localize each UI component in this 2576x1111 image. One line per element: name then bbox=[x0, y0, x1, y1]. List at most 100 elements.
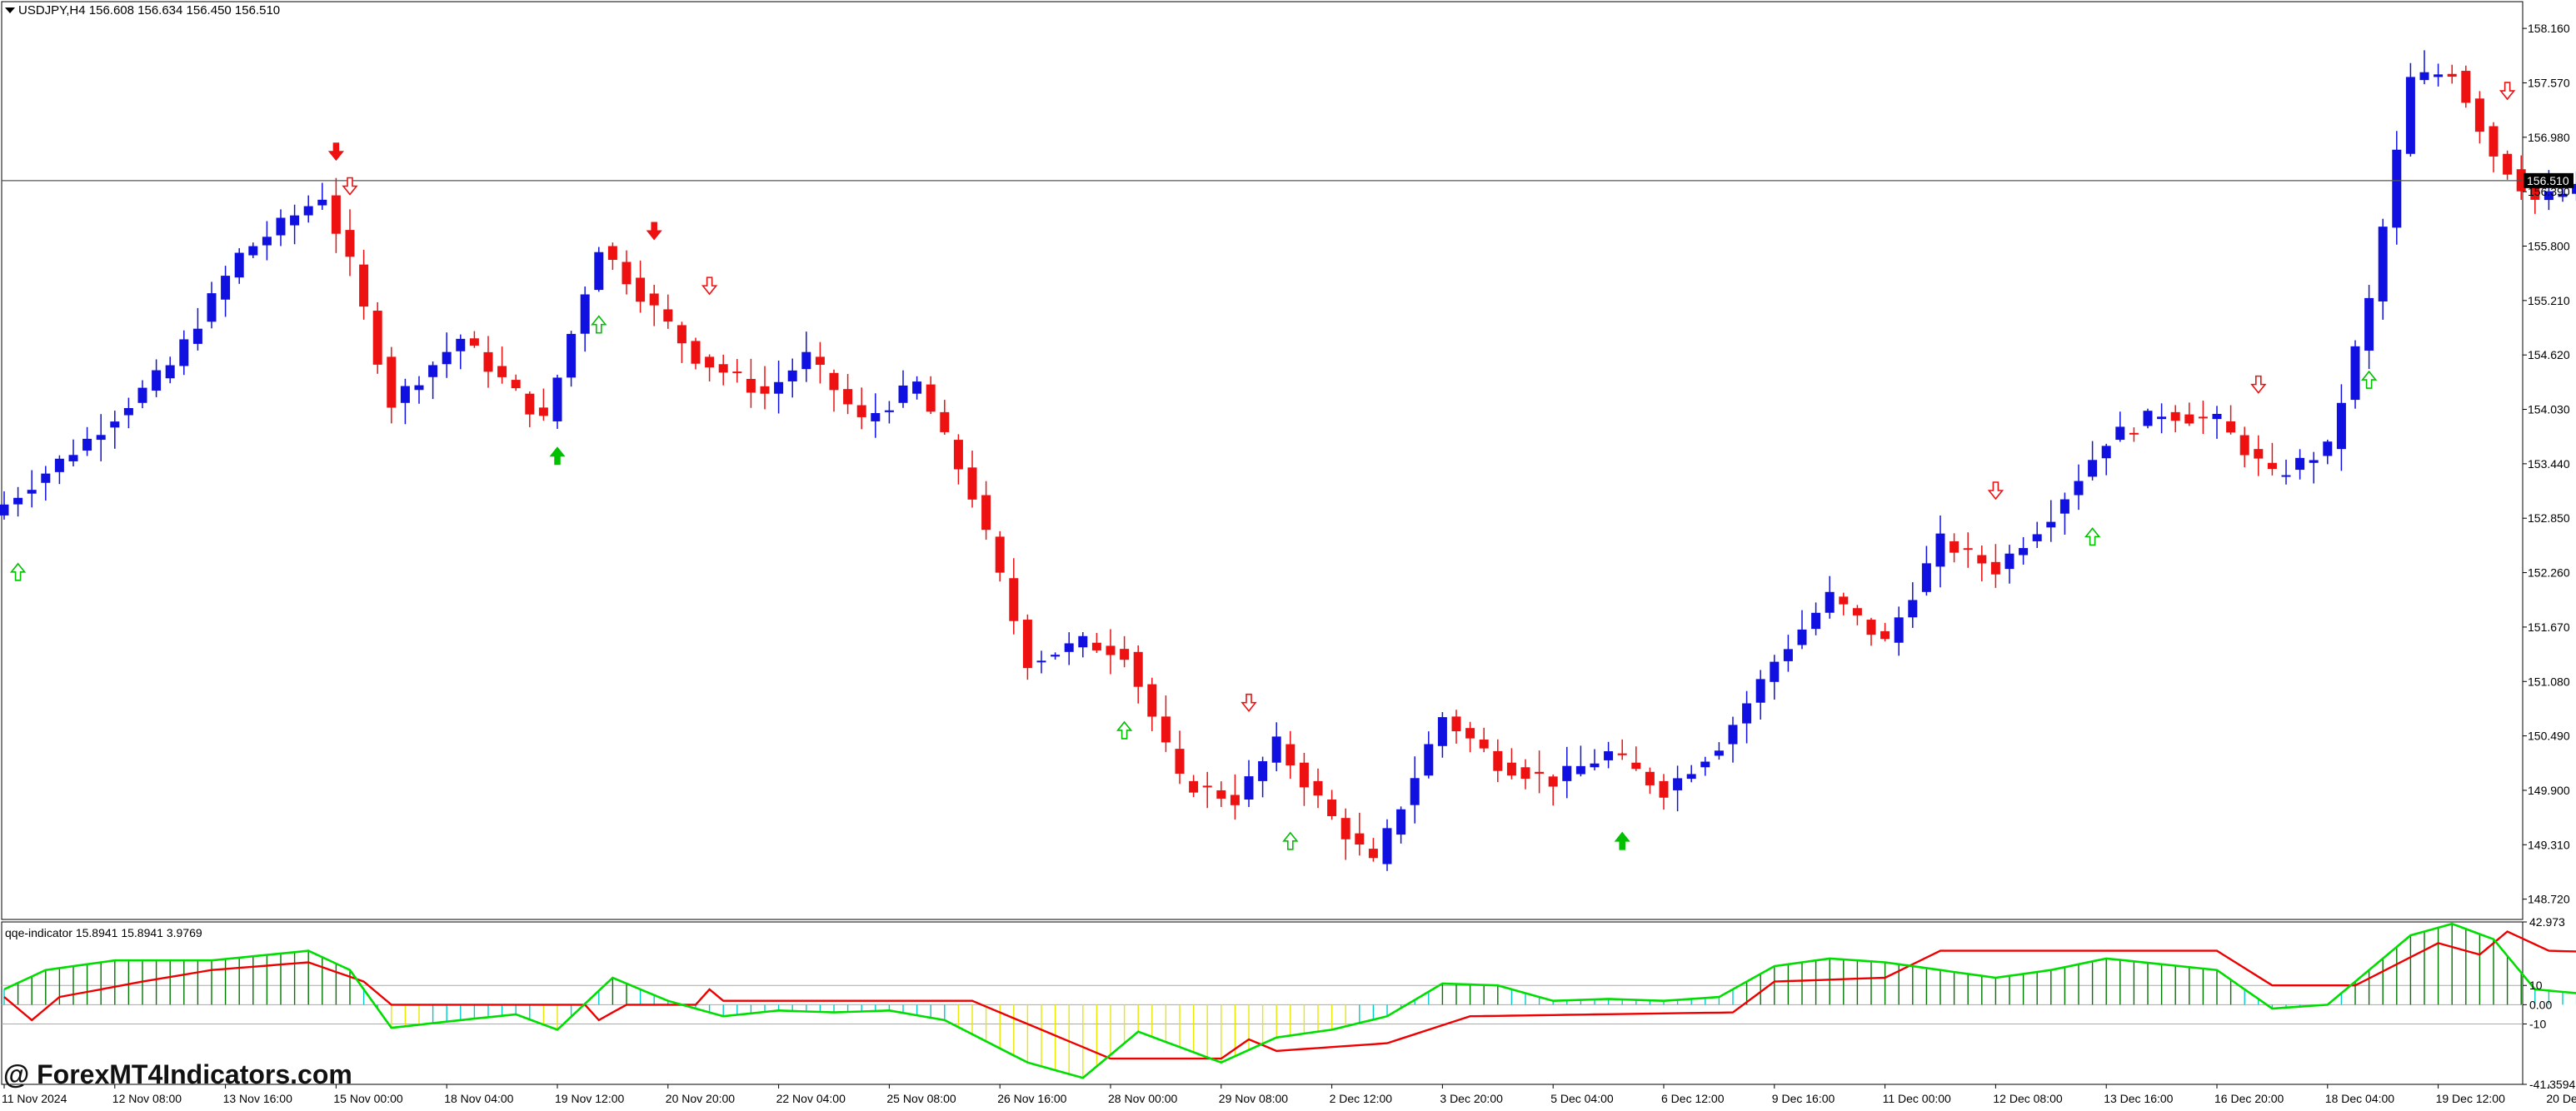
candle-body bbox=[2226, 421, 2236, 433]
candle-body bbox=[552, 377, 562, 421]
candle-body bbox=[676, 325, 686, 344]
candle-body bbox=[607, 246, 617, 261]
candle-body bbox=[1921, 563, 1931, 592]
candle-body bbox=[1299, 762, 1309, 788]
candle-body bbox=[2364, 297, 2374, 351]
candle-body bbox=[1036, 660, 1046, 663]
candle-body bbox=[152, 370, 162, 391]
candle-body bbox=[2572, 183, 2576, 194]
candle-body bbox=[1175, 749, 1185, 774]
candle-body bbox=[0, 504, 9, 516]
candle-body bbox=[2474, 98, 2484, 132]
candle-body bbox=[2544, 191, 2554, 201]
candle-body bbox=[1506, 762, 1516, 776]
qqe-slow-line bbox=[3, 930, 2576, 1060]
candle-body bbox=[898, 385, 908, 403]
candle-body bbox=[1977, 555, 1987, 564]
price-panel[interactable]: 156.510 bbox=[0, 50, 2576, 871]
candle-body bbox=[981, 495, 991, 531]
sell-arrow-icon bbox=[1987, 481, 2004, 501]
candle-body bbox=[317, 199, 327, 206]
candle-body bbox=[1894, 617, 1904, 643]
time-tick-label: 3 Dec 20:00 bbox=[1440, 1092, 1503, 1105]
buy-arrow-icon bbox=[9, 562, 27, 581]
indicator-tick-label: -10 bbox=[2529, 1017, 2546, 1030]
candle-body bbox=[2295, 457, 2305, 471]
candle-body bbox=[594, 252, 604, 291]
candle-body bbox=[2309, 460, 2319, 463]
price-tick-label: 153.440 bbox=[2528, 457, 2570, 471]
candle-body bbox=[1990, 561, 2000, 575]
candle-body bbox=[2184, 414, 2194, 424]
candle-body bbox=[54, 458, 64, 472]
candle-body bbox=[856, 405, 866, 417]
candle-body bbox=[456, 338, 466, 351]
price-tick-label: 155.210 bbox=[2528, 294, 2570, 307]
candle-body bbox=[926, 384, 936, 412]
candle-body bbox=[2101, 446, 2111, 459]
price-tick-label: 150.490 bbox=[2528, 730, 2570, 743]
candle-body bbox=[2392, 149, 2402, 228]
candle-body bbox=[303, 206, 313, 216]
price-tick-label: 156.980 bbox=[2528, 131, 2570, 144]
qqe-panel[interactable] bbox=[2, 922, 2576, 1079]
indicator-tick-label: -41.3594 bbox=[2529, 1078, 2575, 1091]
candle-body bbox=[2239, 435, 2249, 456]
candle-body bbox=[746, 378, 756, 393]
candle-body bbox=[1133, 651, 1143, 687]
candle-body bbox=[1286, 744, 1295, 765]
candle-body bbox=[1355, 833, 1365, 845]
sell-arrow-icon bbox=[327, 142, 344, 162]
candle-body bbox=[1078, 635, 1088, 648]
candle-body bbox=[1106, 645, 1116, 655]
candle-body bbox=[1700, 761, 1710, 768]
candle-body bbox=[2143, 411, 2153, 426]
candle-body bbox=[2434, 74, 2444, 77]
candle-body bbox=[912, 381, 922, 394]
candle-body bbox=[538, 407, 548, 416]
price-tick-label: 154.620 bbox=[2528, 348, 2570, 361]
candle-body bbox=[1880, 630, 1890, 640]
candle-body bbox=[1604, 751, 1614, 760]
candle-body bbox=[1189, 780, 1199, 793]
candle-body bbox=[1562, 765, 1572, 781]
chart-frame bbox=[1, 1, 2524, 1085]
candle-body bbox=[1216, 790, 1226, 799]
candle-body bbox=[2004, 553, 2014, 570]
candle-body bbox=[1147, 684, 1157, 717]
price-tick-label: 151.670 bbox=[2528, 620, 2570, 634]
candle-body bbox=[469, 338, 479, 346]
indicator-tick-label: 10 bbox=[2529, 979, 2543, 992]
candle-body bbox=[953, 440, 963, 470]
candle-body bbox=[234, 252, 244, 278]
candle-body bbox=[649, 293, 659, 306]
candle-body bbox=[400, 386, 410, 403]
buy-arrow-icon bbox=[2360, 370, 2378, 389]
candle-body bbox=[1963, 548, 1973, 551]
candle-body bbox=[1022, 620, 1032, 669]
candle-body bbox=[718, 364, 728, 373]
candle-body bbox=[1590, 763, 1600, 768]
candle-body bbox=[1520, 767, 1530, 780]
buy-arrow-icon bbox=[2084, 527, 2101, 546]
collapse-triangle-icon[interactable] bbox=[5, 7, 15, 13]
candle-body bbox=[732, 371, 742, 374]
candle-body bbox=[331, 195, 341, 234]
candle-body bbox=[1424, 744, 1434, 776]
candle-body bbox=[2212, 413, 2222, 420]
candle-body bbox=[123, 407, 133, 416]
candle-body bbox=[1465, 728, 1475, 739]
time-tick-label: 12 Dec 08:00 bbox=[1993, 1092, 2062, 1105]
candle-body bbox=[801, 351, 811, 370]
sell-arrow-icon bbox=[1241, 693, 1257, 713]
candle-body bbox=[663, 309, 673, 322]
candle-body bbox=[567, 333, 577, 378]
candle-body bbox=[1437, 717, 1447, 746]
candle-body bbox=[1368, 849, 1378, 859]
watermark: @ ForexMT4Indicators.com bbox=[3, 1059, 352, 1089]
candle-body bbox=[1230, 795, 1240, 805]
candle-body bbox=[2088, 460, 2098, 477]
candle-body bbox=[1935, 533, 1945, 567]
